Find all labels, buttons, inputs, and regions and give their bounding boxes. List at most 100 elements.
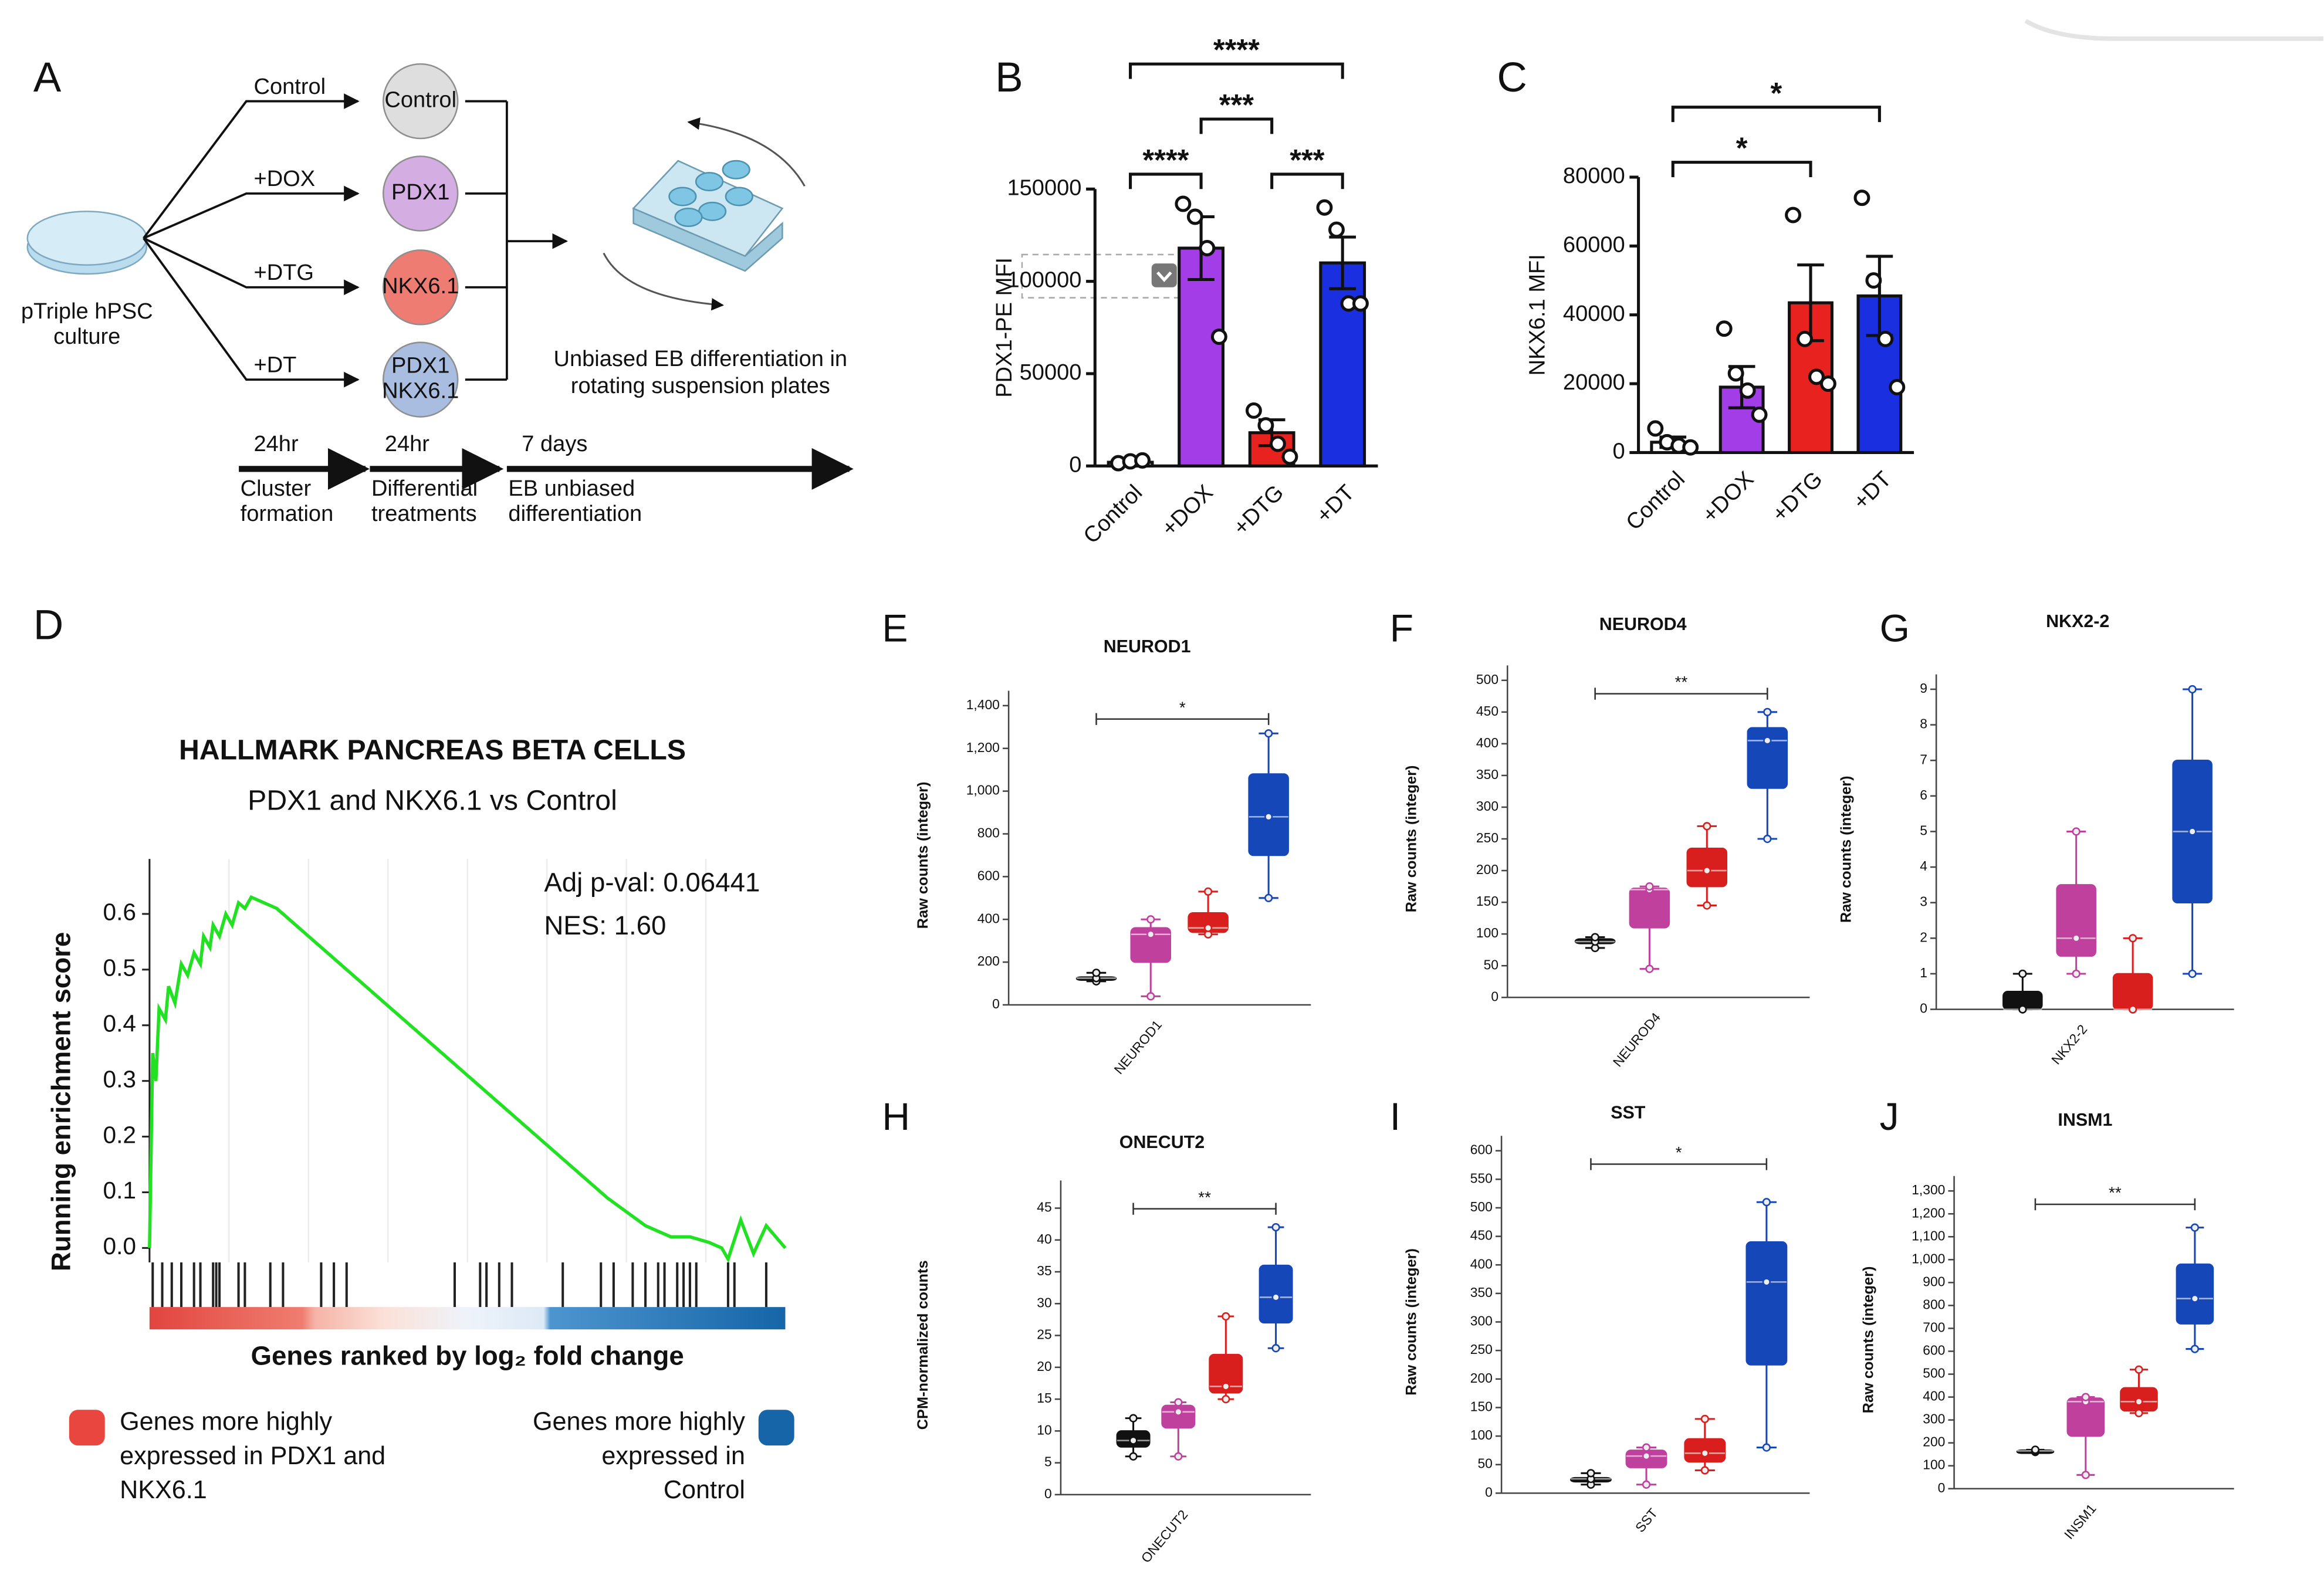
x-tick-label: +DOX (1698, 467, 1759, 528)
cell-label: Control (384, 88, 456, 113)
data-point (2188, 685, 2197, 694)
data-point (1682, 439, 1699, 456)
data-point (1591, 933, 1599, 942)
panel-label: F (1390, 606, 1413, 649)
plate-well (668, 187, 697, 206)
panel-label: A (33, 55, 62, 101)
significance-bracket (1095, 713, 1270, 725)
chart-title: NEUROD4 (1599, 614, 1687, 634)
y-tick-label: 600 (1923, 1343, 1945, 1358)
y-tick-label: 1,200 (966, 740, 1000, 755)
y-tick-label: 500 (1923, 1366, 1945, 1381)
x-tick-label: NKX2-2 (2048, 1021, 2090, 1067)
box (1209, 1353, 1243, 1394)
timeline-label: treatments (371, 502, 477, 526)
data-point (1264, 893, 1273, 902)
data-point (1853, 189, 1870, 206)
y-tick-label: 0.4 (103, 1010, 136, 1037)
data-point (1271, 1344, 1280, 1353)
y-tick-label: 5 (1920, 822, 1927, 838)
y-tick-label: 300 (1470, 1313, 1493, 1329)
data-point (1134, 452, 1151, 469)
y-tick-label: 100000 (1007, 268, 1081, 293)
plate-well (674, 208, 703, 228)
significance-bracket (1129, 172, 1203, 189)
data-point (2081, 1393, 2090, 1401)
data-point (1762, 1198, 1771, 1207)
data-point (1146, 930, 1155, 939)
result-label: Unbiased EB differentiation in (554, 347, 848, 371)
cell-cluster (382, 155, 459, 232)
data-point (2134, 1408, 2143, 1418)
panel-label: G (1880, 606, 1910, 649)
y-tick-label: 50 (1477, 1456, 1492, 1471)
significance-bracket (1270, 172, 1344, 189)
cell-label: NKX6.1 (382, 379, 459, 404)
y-tick-label: 3 (1920, 894, 1927, 909)
significance-label: ** (2109, 1184, 2122, 1202)
y-tick-label: 0 (1491, 988, 1498, 1004)
data-point (1222, 1382, 1230, 1391)
data-point (2188, 827, 2197, 836)
data-point (1700, 1414, 1709, 1423)
chart-title: SST (1611, 1102, 1646, 1122)
source-label: pTriple hPSC (21, 299, 153, 324)
data-point (1222, 1312, 1230, 1321)
x-tick-label: ONECUT2 (1138, 1507, 1191, 1566)
y-tick-label: 800 (977, 825, 1000, 841)
y-tick-label: 550 (1470, 1170, 1493, 1186)
cell-label: NKX6.1 (382, 274, 459, 299)
data-point (1271, 1293, 1280, 1302)
data-point (1204, 923, 1213, 932)
data-point (2190, 1294, 2199, 1303)
data-point (1129, 1452, 1138, 1461)
x-tick-label: INSM1 (2061, 1501, 2099, 1542)
y-tick-label: 0.1 (103, 1177, 136, 1204)
y-tick-label: 250 (1470, 1342, 1493, 1357)
y-axis-label: Raw counts (integer) (1403, 766, 1420, 913)
y-tick-label: 150 (1476, 893, 1498, 909)
panel-label: J (1880, 1095, 1899, 1138)
timeline-time: 24hr (385, 432, 429, 456)
y-tick-label: 500 (1476, 672, 1498, 687)
y-tick-label: 0 (1920, 1001, 1927, 1016)
timeline-time: 7 days (522, 432, 587, 456)
y-tick-label: 450 (1470, 1228, 1493, 1243)
y-tick-label: 0.0 (103, 1232, 136, 1259)
data-point (2018, 969, 2027, 978)
cell-cluster (382, 63, 459, 140)
y-tick-label: 40000 (1563, 302, 1625, 326)
x-tick-label: +DOX (1157, 480, 1218, 541)
data-point (1204, 887, 1213, 896)
data-point (2128, 1005, 2137, 1014)
data-point (2190, 1223, 2199, 1232)
data-point (1819, 375, 1836, 392)
data-point (1889, 379, 1906, 395)
legend-label: Genes more highly (533, 1407, 745, 1435)
panel-label: B (995, 55, 1023, 101)
chart-subtitle: PDX1 and NKX6.1 vs Control (248, 785, 617, 817)
annotation: Adj p-val: 0.06441 (544, 867, 760, 897)
y-tick-label: 60000 (1563, 232, 1625, 257)
chart-title: ONECUT2 (1119, 1132, 1205, 1152)
dropdown-button[interactable] (1151, 263, 1177, 287)
y-axis-label: NKX6.1 MFI (1525, 254, 1550, 375)
y-tick-label: 150000 (1007, 175, 1081, 200)
significance-label: * (1676, 1143, 1682, 1162)
significance-bracket (1671, 161, 1812, 177)
data-point (1762, 1443, 1771, 1452)
y-tick-label: 0 (1938, 1480, 1946, 1495)
bar (1178, 246, 1225, 468)
y-tick-label: 0 (1613, 439, 1625, 464)
data-point (1645, 882, 1654, 891)
x-tick-label: +DT (1312, 480, 1359, 528)
y-tick-label: 10 (1037, 1422, 1051, 1437)
data-point (1175, 195, 1192, 212)
y-tick-label: 30 (1037, 1295, 1051, 1310)
y-tick-label: 0 (1485, 1484, 1493, 1499)
data-point (1762, 1278, 1771, 1286)
plate-well (725, 187, 753, 206)
data-point (1328, 221, 1345, 238)
significance-label: ** (1675, 673, 1688, 691)
